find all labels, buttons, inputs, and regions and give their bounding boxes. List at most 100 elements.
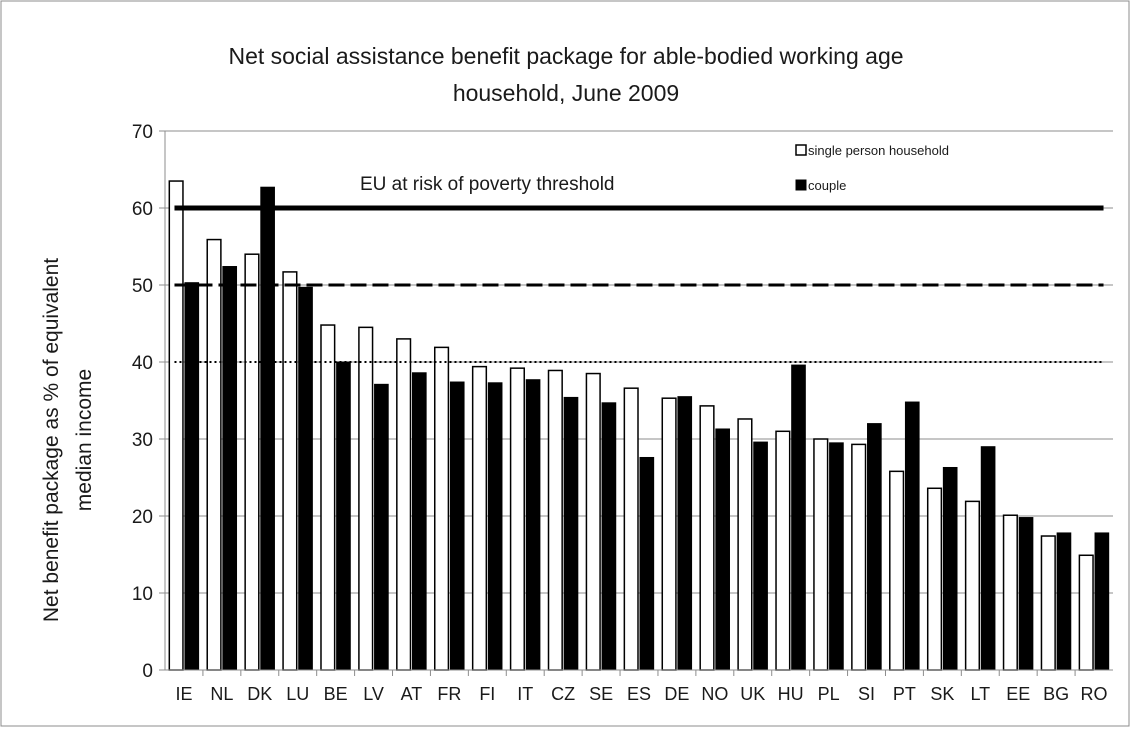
x-tick-label: RO (1081, 684, 1108, 704)
bar-single-ee (1002, 514, 1018, 671)
bar-single-at (396, 338, 412, 671)
bar-single-it (509, 367, 525, 671)
y-axis-label-line1: Net benefit package as % of equivalent (40, 258, 63, 622)
bar-couple-es (639, 456, 655, 671)
bar-couple-fi (487, 382, 503, 671)
bar-single-lt (964, 500, 981, 671)
x-tick-label: AT (401, 684, 423, 704)
legend-swatch-couple (795, 179, 807, 191)
bar-couple-fr (449, 381, 465, 671)
bar-single-no (699, 405, 715, 671)
y-tick-label: 60 (132, 199, 153, 220)
bar-single-fi (471, 365, 488, 671)
y-axis-title: Net benefit package as % of equivalent m… (40, 258, 96, 622)
x-tick-label: SE (589, 684, 613, 704)
bar-single-de (661, 397, 677, 671)
y-tick-label: 30 (132, 430, 153, 451)
x-tick-label: SK (930, 684, 954, 704)
bar-single-sk (926, 487, 943, 671)
y-tick-label: 50 (132, 276, 153, 297)
y-tick-label: 70 (132, 122, 153, 143)
bar-couple-ro (1094, 532, 1110, 671)
x-tick-label: PL (818, 684, 840, 704)
x-tick-label: FR (437, 684, 461, 704)
y-axis-ticks: 0 10 20 30 40 50 60 70 (132, 122, 165, 682)
reference-lines (174, 205, 1104, 363)
bar-single-be (320, 324, 336, 671)
bar-couple-de (677, 396, 693, 671)
bar-single-bg (1040, 535, 1056, 671)
bar-single-uk (737, 418, 753, 671)
y-tick-label: 10 (132, 584, 153, 605)
bar-couple-se (601, 402, 617, 671)
bar-couple-uk (753, 441, 768, 671)
threshold-annotation: EU at risk of poverty threshold (360, 174, 615, 195)
bar-single-dk (244, 253, 260, 671)
bar-couple-ee (1018, 517, 1034, 671)
x-tick-label: ES (627, 684, 651, 704)
bar-couple-si (867, 423, 882, 671)
chart-title-line2: household, June 2009 (453, 80, 679, 106)
bar-couple-it (525, 379, 541, 671)
x-tick-label: DE (664, 684, 689, 704)
bar-single-lu (282, 271, 298, 671)
bar-couple-be (336, 361, 351, 671)
legend-label-single: single person household (808, 143, 949, 158)
bar-couple-lu (298, 286, 313, 671)
bar-couple-lt (980, 446, 996, 671)
bars (168, 180, 1110, 671)
x-tick-label: IT (517, 684, 533, 704)
bar-couple-dk (260, 186, 275, 671)
bar-single-si (851, 443, 867, 671)
x-tick-label: LT (970, 684, 990, 704)
y-tick-label: 40 (132, 353, 153, 374)
bar-single-cz (547, 369, 563, 671)
bar-couple-hu (791, 364, 806, 671)
x-tick-label: NL (210, 684, 233, 704)
bar-single-ro (1078, 554, 1094, 671)
bar-single-se (585, 372, 601, 671)
bar-single-fr (433, 346, 450, 671)
bar-couple-pl (829, 442, 844, 671)
x-tick-label: EE (1006, 684, 1030, 704)
x-tick-label: NO (701, 684, 728, 704)
x-tick-label: FI (479, 684, 495, 704)
bar-couple-nl (222, 266, 238, 671)
x-tick-label: SI (858, 684, 875, 704)
y-tick-label: 0 (142, 661, 153, 682)
x-tick-label: BE (324, 684, 348, 704)
y-tick-label: 20 (132, 507, 153, 528)
legend-swatch-single (795, 144, 807, 156)
x-tick-label: UK (740, 684, 765, 704)
bar-single-pl (813, 438, 829, 671)
bar-couple-sk (942, 466, 958, 671)
legend: single person household couple (795, 143, 949, 193)
bar-single-nl (206, 238, 222, 671)
bar-couple-lv (374, 383, 389, 671)
bar-single-pt (889, 470, 905, 671)
x-tick-label: BG (1043, 684, 1069, 704)
bar-couple-ie (184, 282, 200, 671)
x-tick-label: HU (778, 684, 804, 704)
x-tick-label: IE (175, 684, 192, 704)
bar-single-hu (775, 430, 791, 671)
bar-couple-at (411, 372, 427, 671)
bar-single-es (623, 387, 639, 671)
legend-label-couple: couple (808, 178, 846, 193)
bar-couple-pt (904, 401, 920, 671)
x-tick-label: LV (363, 684, 384, 704)
x-tick-label: DK (247, 684, 272, 704)
x-tick-label: CZ (551, 684, 575, 704)
bar-couple-no (715, 428, 730, 671)
x-tick-label: PT (893, 684, 916, 704)
x-axis-ticks: IE NL DK LU BE LV AT FR FI IT CZ SE ES DE NO UK HU PL SI PT… (175, 670, 1108, 704)
chart-title-line1: Net social assistance benefit package fo… (228, 43, 903, 69)
bar-couple-cz (563, 396, 579, 671)
x-tick-label: LU (286, 684, 309, 704)
bar-single-ie (168, 180, 184, 671)
bar-couple-bg (1056, 532, 1072, 671)
y-axis-label-line2: median income (73, 369, 96, 511)
bar-single-lv (358, 326, 374, 671)
